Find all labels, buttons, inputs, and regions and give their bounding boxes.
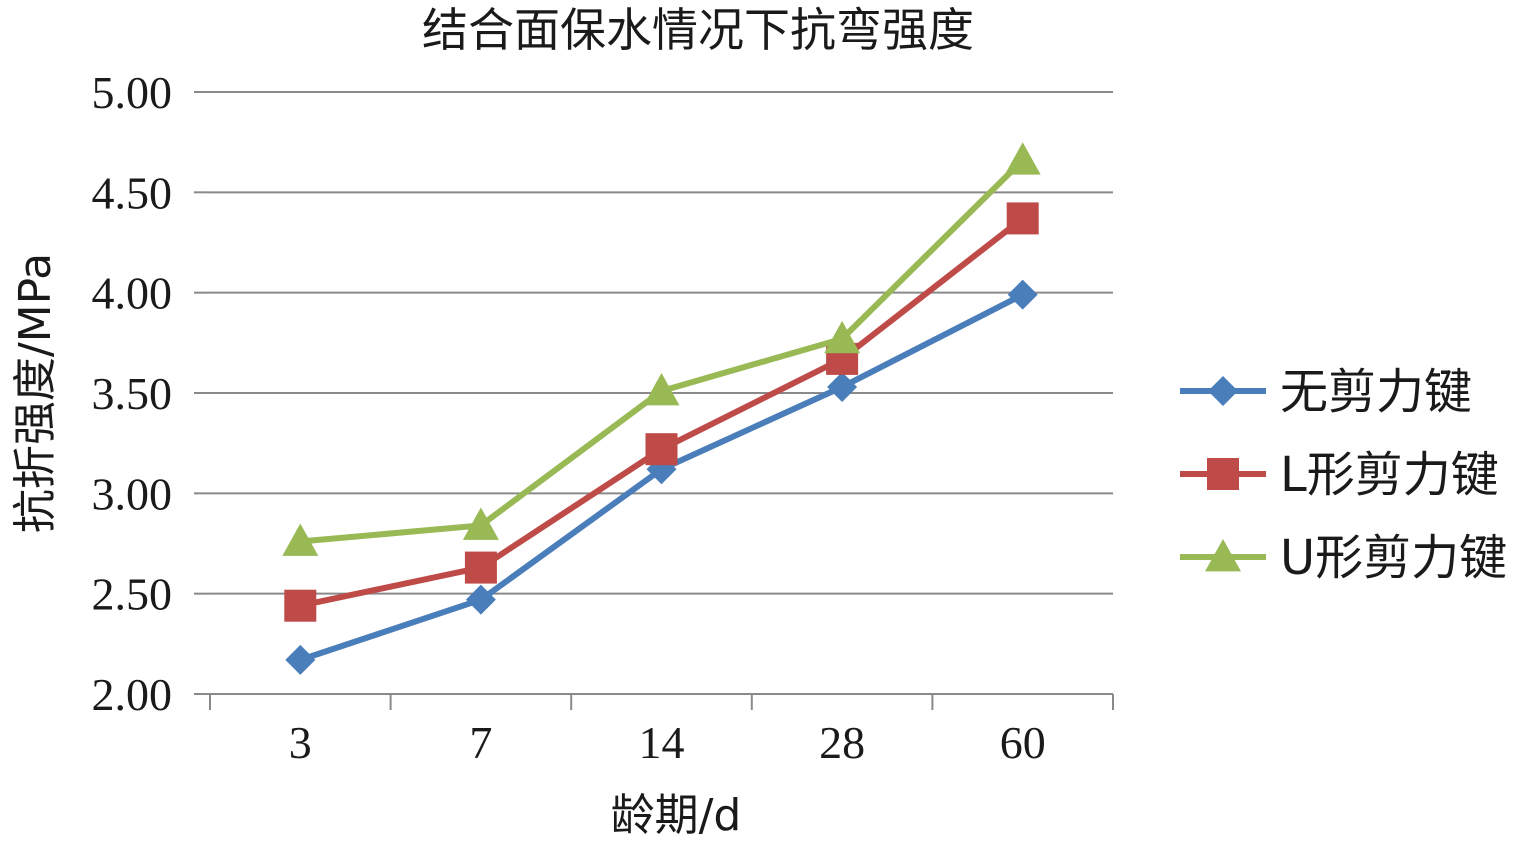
legend-marker bbox=[1208, 376, 1238, 406]
legend-label: U形剪力键 bbox=[1280, 530, 1507, 586]
data-point-marker bbox=[827, 371, 858, 402]
legend-item: L形剪力键 bbox=[1180, 447, 1499, 503]
legend-item: U形剪力键 bbox=[1180, 530, 1507, 586]
y-tick-label: 3.00 bbox=[92, 468, 173, 519]
y-tick-label: 2.50 bbox=[92, 569, 173, 620]
legend: 无剪力键 L形剪力键 U形剪力键 bbox=[1180, 364, 1507, 586]
data-point-marker bbox=[643, 372, 680, 406]
series-group bbox=[282, 142, 1041, 675]
legend-marker bbox=[1207, 458, 1239, 490]
x-tick-label: 14 bbox=[639, 717, 685, 768]
legend-label: 无剪力键 bbox=[1280, 364, 1472, 420]
x-tick-label: 3 bbox=[289, 717, 312, 768]
y-tick-label: 2.00 bbox=[92, 669, 173, 720]
grid bbox=[210, 91, 1113, 595]
data-point-marker bbox=[285, 644, 316, 675]
series-2 bbox=[284, 202, 1039, 622]
series-1 bbox=[285, 279, 1038, 675]
legend-label: L形剪力键 bbox=[1280, 447, 1499, 503]
legend-item: 无剪力键 bbox=[1180, 364, 1472, 420]
y-tick-label: 3.50 bbox=[92, 368, 173, 419]
x-axis-title: 龄期/d bbox=[611, 790, 742, 841]
data-point-marker bbox=[1007, 279, 1038, 310]
chart-title: 结合面保水情况下抗弯强度 bbox=[422, 3, 974, 57]
data-point-marker bbox=[1004, 142, 1041, 175]
x-tick-label: 60 bbox=[1000, 717, 1046, 768]
data-point-marker bbox=[645, 433, 678, 466]
y-axis-title: 抗折强度/MPa bbox=[10, 253, 61, 533]
data-point-marker bbox=[1006, 202, 1039, 235]
data-point-marker bbox=[465, 584, 496, 615]
data-point-marker bbox=[464, 551, 497, 584]
data-point-marker bbox=[462, 507, 499, 540]
x-tick-label: 28 bbox=[819, 717, 865, 768]
axes: 2.00 2.50 3.00 3.50 4.00 4.50 5.00 3 7 14 28 60 bbox=[92, 67, 1114, 768]
series-3 bbox=[282, 142, 1041, 556]
y-tick-label: 5.00 bbox=[92, 67, 173, 118]
data-point-marker bbox=[282, 523, 319, 556]
legend-marker bbox=[1205, 539, 1241, 572]
y-tick-label: 4.50 bbox=[92, 167, 173, 218]
series-line bbox=[297, 215, 1026, 609]
x-tick-label: 7 bbox=[469, 717, 492, 768]
data-point-marker bbox=[284, 589, 317, 622]
y-tick-label: 4.00 bbox=[92, 268, 173, 319]
data-point-marker bbox=[824, 320, 861, 354]
